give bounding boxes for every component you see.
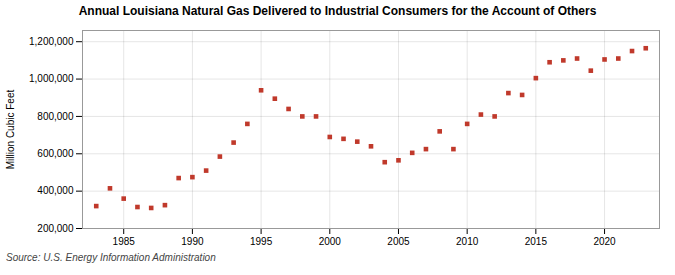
- svg-text:1990: 1990: [181, 236, 204, 247]
- svg-text:2020: 2020: [593, 236, 616, 247]
- svg-text:800,000: 800,000: [37, 111, 74, 122]
- svg-text:1985: 1985: [113, 236, 136, 247]
- svg-text:1995: 1995: [250, 236, 273, 247]
- svg-text:600,000: 600,000: [37, 148, 74, 159]
- svg-text:2010: 2010: [456, 236, 479, 247]
- svg-text:200,000: 200,000: [37, 223, 74, 234]
- svg-text:2015: 2015: [525, 236, 548, 247]
- svg-text:1,200,000: 1,200,000: [29, 36, 74, 47]
- svg-text:400,000: 400,000: [37, 185, 74, 196]
- svg-text:2005: 2005: [387, 236, 410, 247]
- html-text:Source: U.S. Energy Informatio: Source: U.S. Energy Information Administ…: [6, 252, 216, 263]
- svg-text:1,000,000: 1,000,000: [29, 73, 74, 84]
- html-text:Annual Louisiana Natural Gas D: Annual Louisiana Natural Gas Delivered t…: [78, 4, 597, 18]
- svg-text:Million Cubic Feet: Million Cubic Feet: [5, 90, 16, 170]
- svg-text:2000: 2000: [319, 236, 342, 247]
